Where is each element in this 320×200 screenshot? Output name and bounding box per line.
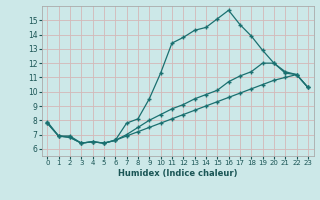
X-axis label: Humidex (Indice chaleur): Humidex (Indice chaleur) bbox=[118, 169, 237, 178]
